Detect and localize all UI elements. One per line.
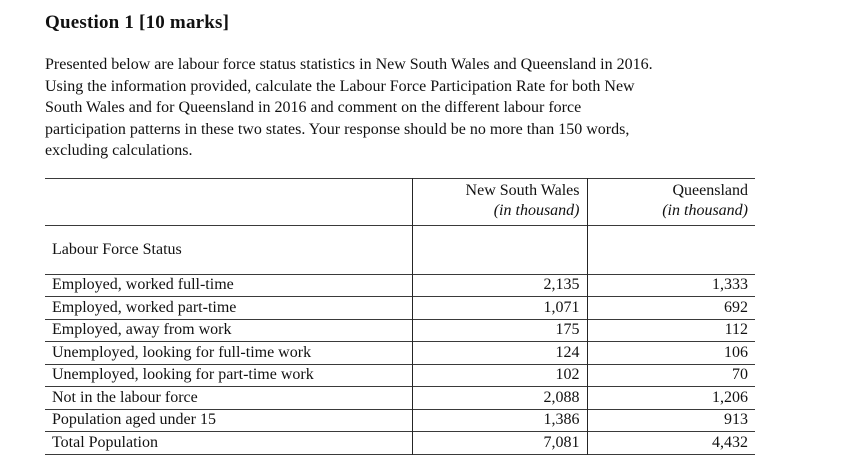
table-row: Unemployed, looking for full-time work 1… bbox=[45, 341, 755, 364]
table-row: Not in the labour force 2,088 1,206 bbox=[45, 386, 755, 409]
qld-value: 112 bbox=[586, 319, 755, 342]
table-row: Employed, worked full-time 2,135 1,333 bbox=[45, 274, 755, 297]
qld-header-unit: (in thousand) bbox=[662, 201, 748, 219]
row-label: Unemployed, looking for full-time work bbox=[52, 343, 312, 361]
row-label: Unemployed, looking for part-time work bbox=[52, 366, 314, 384]
paragraph-line: Using the information provided, calculat… bbox=[45, 77, 635, 95]
qld-header-label: Queensland bbox=[672, 181, 748, 199]
document-page: Question 1 [10 marks] Presented below ar… bbox=[45, 10, 812, 455]
labour-force-table: New South Wales (in thousand) Queensland… bbox=[45, 177, 755, 455]
nsw-value: 124 bbox=[411, 341, 587, 364]
row-header-label: Labour Force Status bbox=[52, 240, 182, 258]
question-paragraph: Presented below are labour force status … bbox=[45, 54, 812, 162]
table-row: Total Population 7,081 4,432 bbox=[45, 431, 755, 454]
empty-cell bbox=[586, 225, 755, 274]
nsw-header-label: New South Wales bbox=[465, 181, 580, 199]
paragraph-line: Presented below are labour force status … bbox=[45, 56, 653, 73]
qld-value: 106 bbox=[586, 341, 755, 364]
table-header-row: New South Wales (in thousand) Queensland… bbox=[45, 178, 755, 225]
nsw-value: 1,071 bbox=[411, 296, 587, 319]
table-row: Employed, away from work 175 112 bbox=[45, 319, 755, 342]
nsw-header-cell: New South Wales (in thousand) bbox=[411, 178, 587, 225]
paragraph-line: participation patterns in these two stat… bbox=[45, 120, 630, 138]
table-row: Unemployed, looking for part-time work 1… bbox=[45, 364, 755, 387]
nsw-value: 175 bbox=[411, 319, 587, 342]
qld-value: 4,432 bbox=[586, 431, 755, 454]
nsw-value: 2,088 bbox=[411, 386, 587, 409]
question-title: Question 1 [10 marks] bbox=[45, 12, 230, 33]
qld-value: 70 bbox=[586, 364, 755, 387]
nsw-value: 102 bbox=[411, 364, 587, 387]
row-label: Not in the labour force bbox=[52, 388, 198, 406]
table-row: Population aged under 15 1,386 913 bbox=[45, 409, 755, 432]
qld-value: 1,333 bbox=[586, 274, 755, 297]
row-label: Employed, away from work bbox=[52, 321, 232, 339]
row-label: Employed, worked full-time bbox=[52, 276, 234, 294]
paragraph-line: South Wales and for Queensland in 2016 a… bbox=[45, 99, 582, 116]
table-row: Employed, worked part-time 1,071 692 bbox=[45, 296, 755, 319]
qld-value: 1,206 bbox=[586, 386, 755, 409]
empty-cell bbox=[411, 225, 587, 274]
nsw-header-unit: (in thousand) bbox=[493, 201, 580, 219]
table-row-header: Labour Force Status bbox=[45, 225, 755, 274]
corner-cell bbox=[45, 178, 412, 225]
qld-value: 692 bbox=[586, 296, 755, 319]
qld-header-cell: Queensland (in thousand) bbox=[586, 178, 755, 225]
row-label: Employed, worked part-time bbox=[52, 298, 237, 316]
paragraph-line: excluding calculations. bbox=[45, 142, 193, 159]
nsw-value: 7,081 bbox=[411, 431, 587, 454]
nsw-value: 1,386 bbox=[411, 409, 587, 432]
row-label: Population aged under 15 bbox=[52, 411, 216, 429]
nsw-value: 2,135 bbox=[411, 274, 587, 297]
row-label: Total Population bbox=[52, 433, 158, 451]
qld-value: 913 bbox=[586, 409, 755, 432]
